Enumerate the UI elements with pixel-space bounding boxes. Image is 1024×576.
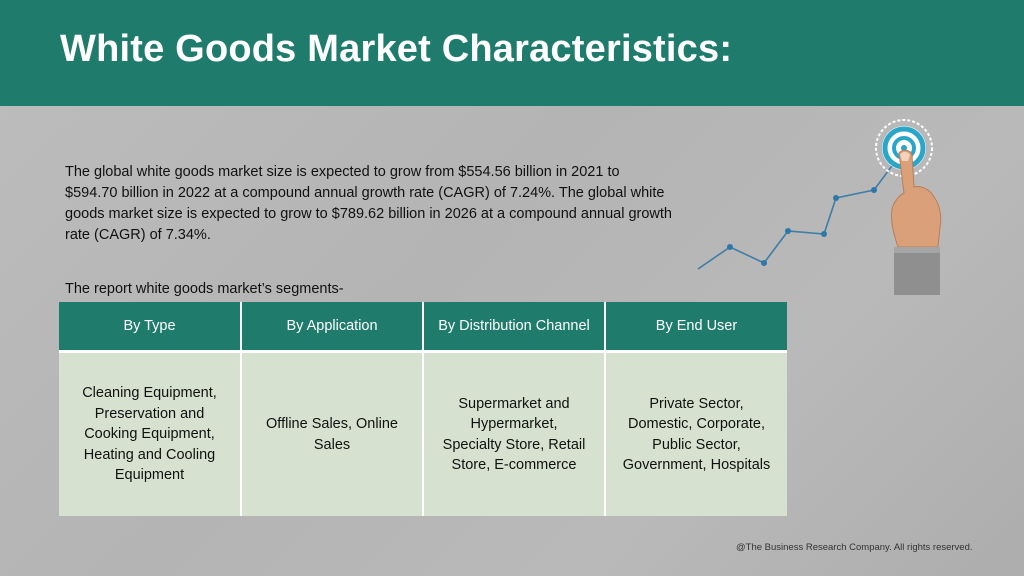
table-row: Cleaning Equipment, Preservation and Coo… — [59, 351, 787, 516]
column-header-distribution: By Distribution Channel — [423, 302, 606, 353]
cell-end-user: Private Sector, Domestic, Corporate, Pub… — [605, 351, 787, 516]
column-header-application: By Application — [241, 302, 424, 353]
table-header-row: By Type By Application By Distribution C… — [59, 302, 787, 353]
intro-paragraph: The global white goods market size is ex… — [65, 164, 672, 243]
target-growth-hand-icon — [697, 119, 942, 295]
segments-table: By Type By Application By Distribution C… — [59, 302, 787, 516]
segments-label: The report white goods market’s segments… — [65, 281, 344, 297]
growth-line — [697, 154, 901, 270]
growth-points — [727, 187, 877, 266]
column-header-type: By Type — [59, 302, 242, 353]
cell-application: Offline Sales, Online Sales — [241, 351, 424, 516]
hand-icon — [891, 149, 942, 295]
title-bar: White Goods Market Characteristics: — [0, 0, 1024, 106]
column-header-end-user: By End User — [605, 302, 787, 353]
page-title: White Goods Market Characteristics: — [60, 28, 733, 70]
copyright-footer: @The Business Research Company. All righ… — [736, 542, 973, 553]
cell-distribution: Supermarket and Hypermarket, Specialty S… — [423, 351, 606, 516]
cell-type: Cleaning Equipment, Preservation and Coo… — [59, 351, 242, 516]
target-icon — [875, 119, 933, 177]
